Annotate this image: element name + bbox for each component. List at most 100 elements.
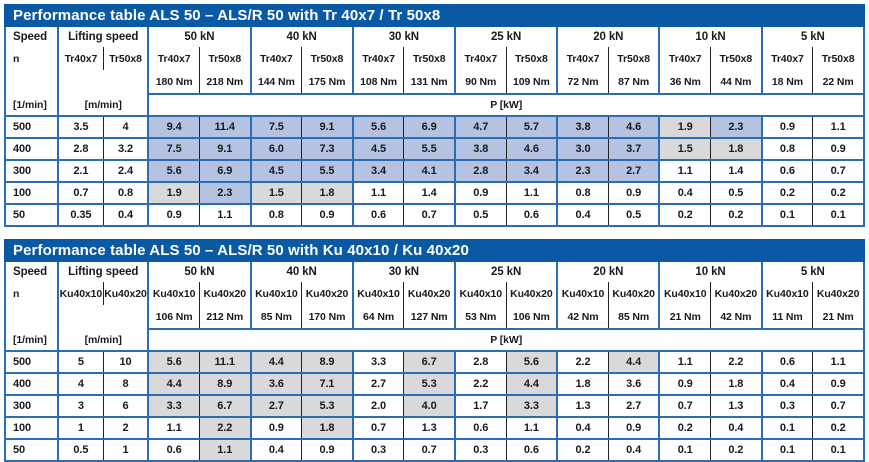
power-value: 0.6	[760, 160, 813, 183]
power-value: 0.6	[505, 204, 558, 227]
power-value: 0.8	[760, 138, 813, 161]
table-body: 500 3.5 4 9.4 11.4 7.5 9.1 5.6 6.9 4.7 5.7 3.8 4.6 1.…	[5, 116, 864, 227]
power-value: 8.9	[301, 351, 353, 374]
power-value: 5.6	[351, 116, 404, 139]
torque-value: 85 Nm	[249, 305, 302, 330]
power-value: 4.4	[505, 373, 558, 396]
screw-type-header: Ku40x10	[351, 282, 404, 305]
power-value: 0.6	[351, 204, 404, 227]
power-value: 0.7	[812, 160, 864, 183]
power-value: 0.4	[760, 373, 813, 396]
power-value: 1.9	[147, 182, 200, 205]
speed-row-100: 100 0.7 0.8 1.9 2.3 1.5 1.8 1.1 1.4 0.9 1.1 0.8 0.9 0…	[5, 182, 864, 205]
torque-value: 170 Nm	[301, 305, 353, 330]
power-value: 0.9	[607, 417, 660, 440]
power-value: 0.7	[403, 204, 455, 227]
power-value: 0.1	[658, 439, 711, 462]
performance-grid: Speed Lifting speed 50 kN 40 kN 30 kN 25 kN 20…	[4, 262, 865, 462]
spacer-cell	[57, 305, 149, 329]
power-value: 2.7	[249, 395, 302, 418]
power-value: 1.1	[658, 160, 711, 183]
power-value: 3.0	[556, 138, 609, 161]
lifting-speed-value: 2.8	[57, 138, 104, 161]
screw-type-header: Ku40x20	[403, 282, 455, 305]
power-value: 5.6	[147, 160, 200, 183]
power-value: 0.4	[249, 439, 302, 462]
power-value: 1.1	[812, 116, 864, 139]
spacer-cell	[5, 305, 58, 329]
power-value: 0.6	[505, 439, 558, 462]
load-header: 20 kN	[556, 27, 660, 47]
power-value: 2.2	[453, 373, 507, 396]
lifting-speed-value: 10	[102, 351, 149, 374]
screw-type-header: Ku40x20	[505, 282, 558, 305]
power-value: 7.3	[301, 138, 353, 161]
power-value: 0.9	[760, 116, 813, 139]
speed-unit-label: [1/min]	[5, 94, 59, 117]
power-value: 0.3	[760, 395, 813, 418]
header-unit-row: [1/min] [m/min] P [kW]	[5, 329, 864, 352]
power-value: 4.6	[607, 116, 660, 139]
power-value: 3.3	[505, 395, 558, 418]
power-value: 1.1	[812, 351, 864, 374]
table-title: Performance table ALS 50 – ALS/R 50 with…	[13, 7, 441, 24]
power-value: 2.2	[556, 351, 609, 374]
power-value: 3.3	[147, 395, 200, 418]
load-header: 10 kN	[658, 262, 762, 282]
power-value: 0.2	[658, 417, 711, 440]
screw-type-header: Ku40x10	[249, 282, 302, 305]
power-value: 0.7	[351, 417, 404, 440]
power-value: 1.1	[198, 439, 251, 462]
power-value: 2.0	[351, 395, 404, 418]
power-value: 0.9	[607, 182, 660, 205]
load-header: 50 kN	[147, 262, 251, 282]
power-value: 1.1	[147, 417, 200, 440]
power-value: 1.1	[198, 204, 251, 227]
speed-value: 50	[5, 439, 59, 462]
screw-type-header: Tr40x7	[760, 47, 813, 70]
power-value: 9.4	[147, 116, 200, 139]
power-value: 4.0	[403, 395, 455, 418]
screw-type-header: Tr50x8	[812, 47, 864, 70]
table-header: Speed Lifting speed 50 kN 40 kN 30 kN 25 kN 20…	[5, 27, 864, 117]
lifting-speed-value: 4	[57, 373, 104, 396]
power-value: 0.8	[249, 204, 302, 227]
lifting-speed-value: 3.5	[57, 116, 104, 139]
header-screw-row: n Ku40x10 Ku40x20 Ku40x10 Ku40x20 Ku40x10 Ku40…	[5, 282, 864, 305]
power-value: 1.8	[556, 373, 609, 396]
screw-type-header: Tr40x7	[249, 47, 302, 70]
power-value: 0.6	[453, 417, 507, 440]
power-value: 9.1	[198, 138, 251, 161]
power-value: 3.7	[607, 138, 660, 161]
power-value: 2.7	[607, 160, 660, 183]
speed-value: 500	[5, 351, 59, 374]
power-value: 0.1	[812, 439, 864, 462]
speed-value: 100	[5, 417, 59, 440]
speed-value: 400	[5, 373, 59, 396]
power-value: 3.8	[556, 116, 609, 139]
power-value: 7.1	[301, 373, 353, 396]
load-header: 25 kN	[453, 27, 558, 47]
power-value: 2.2	[710, 351, 762, 374]
speed-value: 400	[5, 138, 59, 161]
screw-type-header: Ku40x20	[607, 282, 660, 305]
screw-type-header: Ku40x10	[453, 282, 507, 305]
torque-value: 22 Nm	[812, 70, 864, 95]
lifting-speed-value: 2.1	[57, 160, 104, 183]
power-value: 5.7	[505, 116, 558, 139]
power-value: 9.1	[301, 116, 353, 139]
power-value: 2.7	[607, 395, 660, 418]
power-value: 3.8	[453, 138, 507, 161]
power-value: 2.3	[198, 182, 251, 205]
load-header: 40 kN	[249, 27, 353, 47]
load-header: 30 kN	[351, 27, 455, 47]
power-value: 0.2	[812, 417, 864, 440]
power-value: 0.4	[658, 182, 711, 205]
torque-value: 18 Nm	[760, 70, 813, 95]
torque-value: 175 Nm	[301, 70, 353, 95]
power-value: 1.5	[249, 182, 302, 205]
speed-row-100: 100 1 2 1.1 2.2 0.9 1.8 0.7 1.3 0.6 1.1 0.4 0.9 0.2 0.…	[5, 417, 864, 440]
lifting-speed-value: 1	[102, 439, 149, 462]
power-value: 0.2	[556, 439, 609, 462]
load-header: 5 kN	[760, 27, 864, 47]
